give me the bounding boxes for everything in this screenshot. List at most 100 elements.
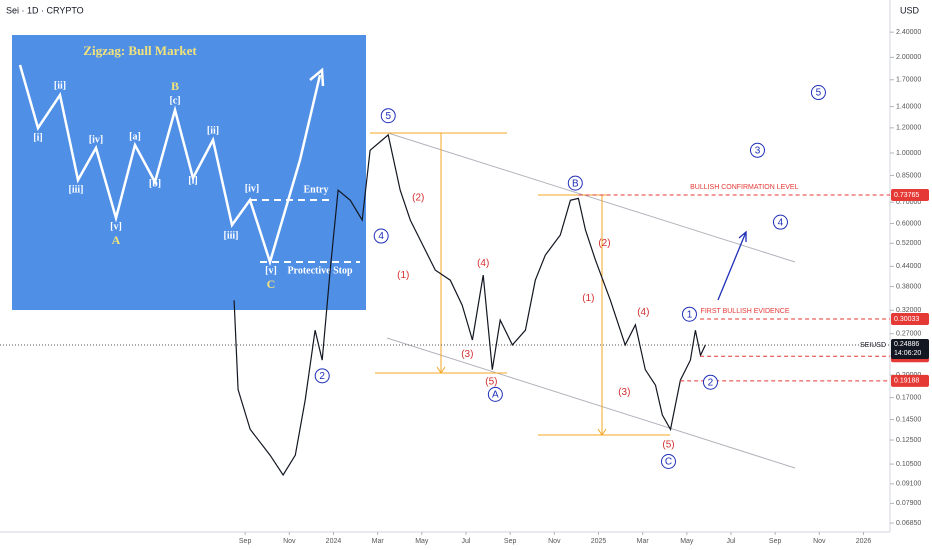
y-tick-label: 0.07900 <box>896 500 921 507</box>
y-tick-label: 0.12500 <box>896 437 921 444</box>
x-tick-label: Nov <box>548 538 561 545</box>
wave-circle <box>660 453 676 469</box>
x-tick-label: Sep <box>504 538 517 545</box>
inset-label: [iii] <box>224 230 239 241</box>
level-tag-label: 0.30033 <box>894 316 919 323</box>
inset-label: [v] <box>110 221 122 232</box>
wave-label: 3 <box>755 145 761 156</box>
header: Sei · 1D · CRYPTO <box>6 5 84 15</box>
y-tick-label: 1.40000 <box>896 103 921 110</box>
x-tick-label: Mar <box>637 538 650 545</box>
y-tick-label: 0.10500 <box>896 461 921 468</box>
y-tick-label: 0.60000 <box>896 220 921 227</box>
inset-label: [v] <box>265 265 277 276</box>
inset-label: Protective Stop <box>287 265 353 276</box>
price-line <box>233 133 706 477</box>
x-tick-label: Jul <box>462 538 471 545</box>
y-tick-label: 0.32000 <box>896 307 921 314</box>
level-text: FIRST BULLISH EVIDENCE <box>701 308 790 315</box>
inset-label: A <box>112 233 121 247</box>
wave-circle <box>380 108 396 124</box>
countdown: 14:06:20 <box>894 350 921 357</box>
y-tick-label: 0.44000 <box>896 263 921 270</box>
wave-label: 2 <box>319 371 325 382</box>
y-tick-label: 1.00000 <box>896 150 921 157</box>
y-tick-label: 0.52000 <box>896 240 921 247</box>
wave-label: (3) <box>461 349 473 360</box>
currency: USD <box>900 5 920 15</box>
channel-lower <box>386 337 796 469</box>
y-tick-label: 1.70000 <box>896 77 921 84</box>
level-tag <box>891 189 929 202</box>
inset-labels: [i][ii][iii][iv][v]A[a][b][c]B[i][ii][ii… <box>33 79 353 291</box>
level-text: BULLISH CONFIRMATION LEVEL <box>690 184 799 191</box>
inset-label: B <box>171 79 179 93</box>
price-tag <box>891 338 929 359</box>
wave-label: (4) <box>637 307 649 318</box>
inset-label: [iv] <box>89 134 103 145</box>
y-tick-label: 2.40000 <box>896 29 921 36</box>
inset-zigzag <box>18 64 325 267</box>
inset-label: [i] <box>188 175 197 186</box>
inset-label: [iv] <box>245 183 259 194</box>
level-tag-label: 0.73765 <box>894 192 919 199</box>
y-tick-label: 0.38000 <box>896 283 921 290</box>
wave-label: 5 <box>816 88 822 99</box>
x-tick-label: 2025 <box>591 538 607 545</box>
channel-upper <box>387 132 796 263</box>
wave-circle <box>567 175 583 191</box>
wave-label: (2) <box>598 238 610 249</box>
y-tick-label: 0.09100 <box>896 481 921 488</box>
y-tick-label: 2.00000 <box>896 54 921 61</box>
wave-circle <box>810 85 826 101</box>
inset-label: [ii] <box>207 125 219 136</box>
projection-arrow <box>717 230 747 301</box>
wave-circle <box>373 228 389 244</box>
x-tick-label: Sep <box>239 538 252 545</box>
wave-label: (1) <box>582 293 594 304</box>
inset-label: [ii] <box>54 80 66 91</box>
x-tick-label: May <box>415 538 429 545</box>
y-tick-label: 0.17000 <box>896 394 921 401</box>
inset-box <box>12 35 366 310</box>
wave-label: 1 <box>687 309 693 320</box>
x-tick-label: Jul <box>727 538 736 545</box>
wave-label: C <box>665 457 672 468</box>
wave-label: (2) <box>412 192 424 203</box>
wave-label: (3) <box>618 387 630 398</box>
inset-title: Zigzag: Bull Market <box>83 43 197 58</box>
y-tick-label: 1.20000 <box>896 125 921 132</box>
inset-label: [iii] <box>69 184 84 195</box>
inset-levels <box>250 199 360 263</box>
wave-circle <box>702 374 718 390</box>
inset-label: [b] <box>149 178 161 189</box>
x-tick-label: Nov <box>813 538 826 545</box>
wave-circle <box>314 368 330 384</box>
inset-label: C <box>267 277 276 291</box>
x-tick-label: 2026 <box>856 538 872 545</box>
level-tag <box>891 374 929 387</box>
wave-label: A <box>492 390 499 401</box>
wave-circle <box>487 386 503 402</box>
x-tick-label: Nov <box>283 538 296 545</box>
y-tick-label: 0.70000 <box>896 199 921 206</box>
wave-label: (5) <box>662 440 674 451</box>
fib-time <box>370 132 670 436</box>
wave-circle <box>772 214 788 230</box>
wave-label: 5 <box>385 111 391 122</box>
wave-label: (5) <box>485 377 497 388</box>
y-tick-label: 0.14500 <box>896 416 921 423</box>
level-tag-label: 0.19188 <box>894 378 919 385</box>
y-tick-label: 0.27000 <box>896 331 921 338</box>
x-tick-label: Mar <box>372 538 385 545</box>
symbol-label: SEIUSD <box>860 342 886 349</box>
x-tick-label: Sep <box>769 538 782 545</box>
inset-label: [a] <box>129 131 141 142</box>
x-tick-label: May <box>680 538 694 545</box>
inset-label: Entry <box>304 184 329 195</box>
y-tick-label: 0.85000 <box>896 172 921 179</box>
wave-circle <box>681 306 697 322</box>
y-tick-label: 0.06850 <box>896 520 921 527</box>
wave-circle <box>749 142 765 158</box>
wave-label: B <box>572 178 579 189</box>
